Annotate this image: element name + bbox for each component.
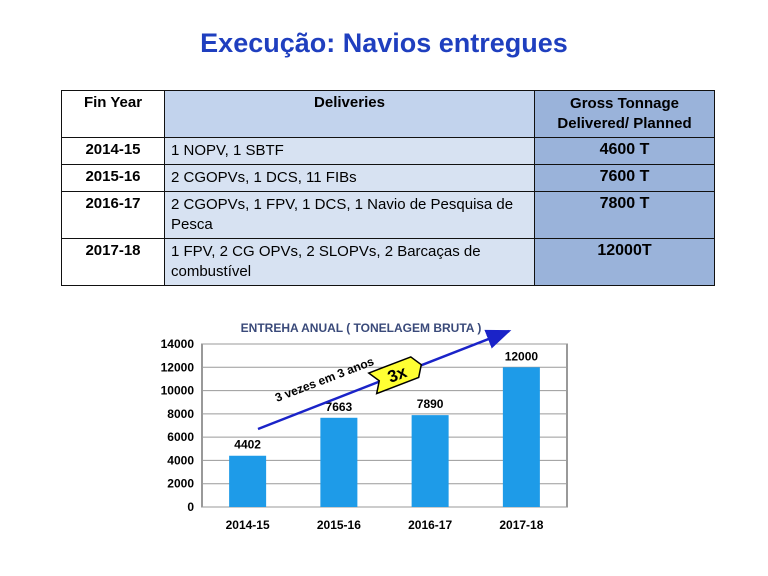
row-deliveries: 2 CGOPVs, 1 DCS, 11 FIBs: [164, 164, 535, 192]
y-tick-label: 2000: [167, 477, 194, 491]
table-header-row: Fin Year Deliveries Gross Tonnage Delive…: [61, 90, 715, 138]
row-tonnage: 7800 T: [534, 191, 715, 239]
row-year: 2016-17: [61, 191, 165, 239]
row-year: 2015-16: [61, 164, 165, 192]
x-tick-label: 2014-15: [226, 518, 270, 532]
row-year: 2014-15: [61, 137, 165, 165]
row-deliveries: 1 NOPV, 1 SBTF: [164, 137, 535, 165]
header-deliveries: Deliveries: [164, 90, 535, 138]
x-tick-label: 2016-17: [408, 518, 452, 532]
bar: [320, 417, 358, 507]
row-deliveries: 1 FPV, 2 CG OPVs, 2 SLOPVs, 2 Barcaças d…: [164, 238, 535, 286]
y-tick-label: 6000: [167, 430, 194, 444]
y-tick-label: 4000: [167, 453, 194, 467]
bar: [411, 415, 449, 507]
header-fin-year: Fin Year: [61, 90, 165, 138]
y-tick-label: 0: [187, 500, 194, 514]
table-row: 2016-17 2 CGOPVs, 1 FPV, 1 DCS, 1 Navio …: [61, 191, 715, 239]
page-title: Execução: Navios entregues: [200, 28, 568, 58]
y-tick-label: 10000: [161, 384, 195, 398]
bar: [229, 455, 267, 507]
row-year: 2017-18: [61, 238, 165, 286]
data-label: 7663: [326, 400, 353, 414]
table-row: 2015-16 2 CGOPVs, 1 DCS, 11 FIBs 7600 T: [61, 164, 715, 192]
row-tonnage: 7600 T: [534, 164, 715, 192]
table-row: 2014-15 1 NOPV, 1 SBTF 4600 T: [61, 137, 715, 165]
badge-shape: [367, 356, 423, 395]
data-label: 12000: [505, 349, 539, 363]
data-label: 4402: [234, 438, 261, 452]
chart-title: ENTREHA ANUAL ( TONELAGEM BRUTA ): [241, 321, 482, 335]
bars: 4402 7663 7890 12000: [229, 349, 540, 507]
data-label: 7890: [417, 397, 444, 411]
row-deliveries: 2 CGOPVs, 1 FPV, 1 DCS, 1 Navio de Pesqu…: [164, 191, 535, 239]
header-gross-tonnage: Gross Tonnage Delivered/ Planned: [534, 90, 715, 138]
y-tick-label: 12000: [161, 360, 195, 374]
y-axis: 0 2000 4000 6000 8000 10000 12000 14000: [161, 337, 195, 514]
y-tick-label: 14000: [161, 337, 195, 351]
x-tick-label: 2015-16: [317, 518, 361, 532]
x-axis: 2014-15 2015-16 2016-17 2017-18: [226, 518, 544, 532]
row-tonnage: 4600 T: [534, 137, 715, 165]
bar: [502, 367, 540, 507]
table-row: 2017-18 1 FPV, 2 CG OPVs, 2 SLOPVs, 2 Ba…: [61, 238, 715, 286]
deliveries-table: Fin Year Deliveries Gross Tonnage Delive…: [61, 90, 715, 286]
x-tick-label: 2017-18: [499, 518, 543, 532]
multiplier-badge: 3x: [367, 356, 423, 395]
row-tonnage: 12000T: [534, 238, 715, 286]
y-tick-label: 8000: [167, 407, 194, 421]
annual-delivery-chart: ENTREHA ANUAL ( TONELAGEM BRUTA ) 4402 76…: [161, 321, 568, 532]
